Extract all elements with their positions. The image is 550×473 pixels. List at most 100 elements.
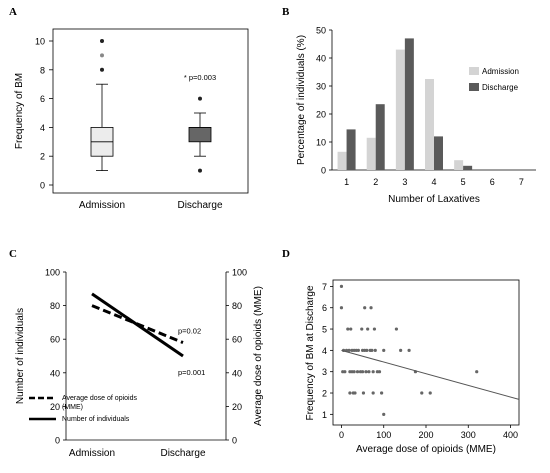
- x-tick-label: 4: [431, 177, 436, 187]
- trend-line: [341, 349, 520, 400]
- box: [188, 127, 212, 143]
- y-tick-label: 40: [316, 54, 326, 64]
- data-point: [360, 327, 364, 331]
- data-point: [363, 306, 367, 310]
- x-tick-label: Discharge: [160, 448, 205, 459]
- y-tick-label: 10: [35, 37, 45, 47]
- data-point: [364, 370, 368, 374]
- y-tick-label: 1: [322, 410, 327, 420]
- y-tick-label: 3: [322, 367, 327, 377]
- x-tick-label: Admission: [69, 448, 115, 459]
- x-tick-label: 3: [402, 177, 407, 187]
- bar-admission: [395, 49, 405, 170]
- bar-discharge: [463, 165, 473, 170]
- data-point: [407, 348, 411, 352]
- data-point: [349, 327, 353, 331]
- plot-frame: [332, 279, 520, 426]
- data-point: [367, 370, 371, 374]
- data-point: [428, 391, 432, 395]
- y-tick-label: 6: [40, 94, 45, 104]
- y-tick-label: 0: [321, 166, 326, 176]
- y-tick-label: 6: [322, 303, 327, 313]
- p-value-annotation: p=0.02: [178, 327, 201, 336]
- panel-label: B: [282, 6, 290, 18]
- y2-tick-label: 40: [232, 368, 242, 378]
- y-tick-label: 0: [40, 181, 45, 191]
- data-point: [360, 370, 365, 374]
- y-axis-label: Frequency of BM at Discharge: [305, 285, 316, 420]
- y2-axis-label: Average dose of opioids (MME): [253, 286, 264, 426]
- data-point: [372, 327, 377, 331]
- y-tick-label: 20: [316, 110, 326, 120]
- y-tick-label: 0: [55, 436, 60, 446]
- y-tick-label: 100: [45, 268, 60, 278]
- legend-label: Average dose of opioids: [62, 395, 137, 402]
- x-tick-label: 0: [339, 430, 344, 440]
- data-point: [475, 370, 479, 374]
- data-point: [399, 348, 403, 352]
- legend-label: Admission: [482, 67, 519, 76]
- bar-admission: [425, 79, 434, 170]
- x-tick-label: Discharge: [177, 200, 222, 211]
- panel-label: C: [9, 248, 17, 260]
- data-point: [339, 306, 344, 310]
- plot-frame: [52, 28, 249, 194]
- data-point: [370, 348, 374, 352]
- data-point: [347, 348, 351, 352]
- data-point: [365, 348, 369, 352]
- legend-label: Number of individuals: [62, 416, 130, 423]
- data-point: [377, 370, 382, 374]
- bar-discharge: [434, 136, 443, 170]
- y-axis-label: Number of individuals: [15, 308, 26, 404]
- data-point: [356, 348, 360, 352]
- data-point: [339, 284, 344, 288]
- panel-b-bar-chart: B 0 10 20 30 40 50 Percentage of individuals (%…: [282, 6, 536, 205]
- legend-swatch: [469, 67, 479, 75]
- y-tick-label: 60: [50, 335, 60, 345]
- data-point: [382, 412, 386, 416]
- data-point: [366, 327, 370, 331]
- x-tick-label: 2: [373, 177, 378, 187]
- y-axis-label: Frequency of BM: [14, 73, 25, 149]
- bar-discharge: [346, 129, 356, 170]
- x-tick-label: 6: [490, 177, 495, 187]
- data-point: [394, 327, 399, 331]
- x-tick-label: 1: [344, 177, 349, 187]
- y-tick-label: 4: [40, 123, 45, 133]
- bar-discharge: [404, 38, 414, 171]
- x-tick-label: 400: [503, 430, 518, 440]
- outlier-point: [198, 168, 202, 173]
- data-point: [380, 391, 384, 395]
- y-tick-label: 30: [316, 82, 326, 92]
- data-point: [420, 391, 424, 395]
- panel-a-boxplot: A 0 2 4 6 8 10 Frequency of BM Admission Discharg…: [9, 6, 249, 211]
- data-point: [343, 370, 347, 374]
- bar-discharge: [375, 104, 385, 170]
- data-point: [369, 306, 373, 310]
- outlier-point: [100, 67, 104, 72]
- y-tick-label: 7: [322, 282, 327, 292]
- bar-admission: [337, 151, 347, 170]
- significance-annotation: * p=0.003: [184, 73, 216, 82]
- outlier-point: [100, 53, 104, 58]
- panel-d-scatter-plot: D 1 2 3 4 5 6 7 0 100 200 300 400 Frequency of BM at …: [282, 248, 520, 455]
- y-tick-label: 40: [50, 368, 60, 378]
- data-point: [361, 391, 366, 395]
- panel-c-line-chart: C 0 0 20 20 40 40 60 60 80 80 100 100 Number of indiv…: [9, 248, 264, 459]
- y-tick-label: 50: [316, 26, 326, 36]
- x-tick-label: 200: [418, 430, 433, 440]
- y2-tick-label: 0: [232, 436, 237, 446]
- y-tick-label: 10: [316, 138, 326, 148]
- y-tick-label: 8: [40, 65, 45, 75]
- x-tick-label: 7: [519, 177, 524, 187]
- x-tick-label: 100: [376, 430, 391, 440]
- legend-label: Discharge: [482, 83, 519, 92]
- p-value-annotation: p=0.001: [178, 368, 205, 377]
- data-point: [352, 370, 356, 374]
- panel-label: A: [9, 6, 17, 18]
- data-point: [348, 391, 352, 395]
- x-tick-label: 5: [461, 177, 466, 187]
- y-tick-label: 5: [322, 325, 327, 335]
- y2-tick-label: 60: [232, 335, 242, 345]
